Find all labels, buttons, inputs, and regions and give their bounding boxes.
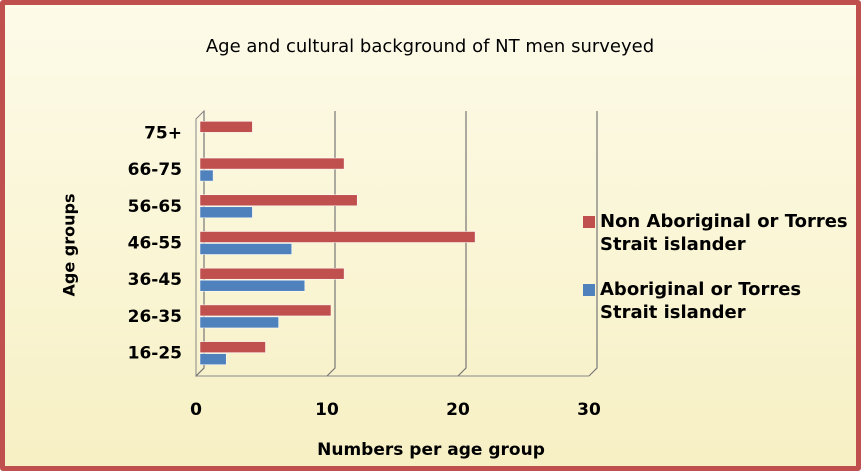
y-tick-label: 56-65 <box>128 197 182 217</box>
y-tick-label: 36-45 <box>128 270 182 290</box>
x-tick-label: 0 <box>190 400 202 420</box>
legend-label: Non Aboriginal or Torres Strait islander <box>600 211 848 255</box>
y-tick-label: 16-25 <box>128 344 182 364</box>
bar <box>199 231 476 243</box>
bar <box>199 169 214 182</box>
bar <box>199 353 227 365</box>
chart-title: Age and cultural background of NT men su… <box>206 36 654 57</box>
y-axis-label: Age groups <box>60 194 79 297</box>
grid-line <box>326 111 336 377</box>
y-tick-label: 75+ <box>144 123 182 143</box>
y-tick-label: 26-35 <box>128 307 182 327</box>
y-tick-label: 66-75 <box>128 160 182 180</box>
bar <box>199 206 253 219</box>
legend-swatch <box>583 216 595 228</box>
bar <box>199 316 279 329</box>
grid-line <box>588 111 598 377</box>
bar <box>199 279 306 292</box>
bar <box>199 121 253 133</box>
bar <box>199 243 292 255</box>
bar <box>199 157 345 170</box>
x-tick-label: 10 <box>315 400 339 420</box>
x-axis-label: Numbers per age group <box>317 440 545 460</box>
bar <box>199 194 358 207</box>
bar <box>199 304 332 317</box>
y-tick-label: 46-55 <box>128 234 182 254</box>
grid-line <box>457 111 467 377</box>
x-tick-label: 30 <box>577 400 601 420</box>
bar <box>199 267 345 280</box>
legend-label: Aboriginal or Torres Strait islander <box>600 279 802 323</box>
legend-swatch <box>583 284 595 296</box>
x-tick-label: 20 <box>446 400 470 420</box>
bar <box>199 341 266 353</box>
